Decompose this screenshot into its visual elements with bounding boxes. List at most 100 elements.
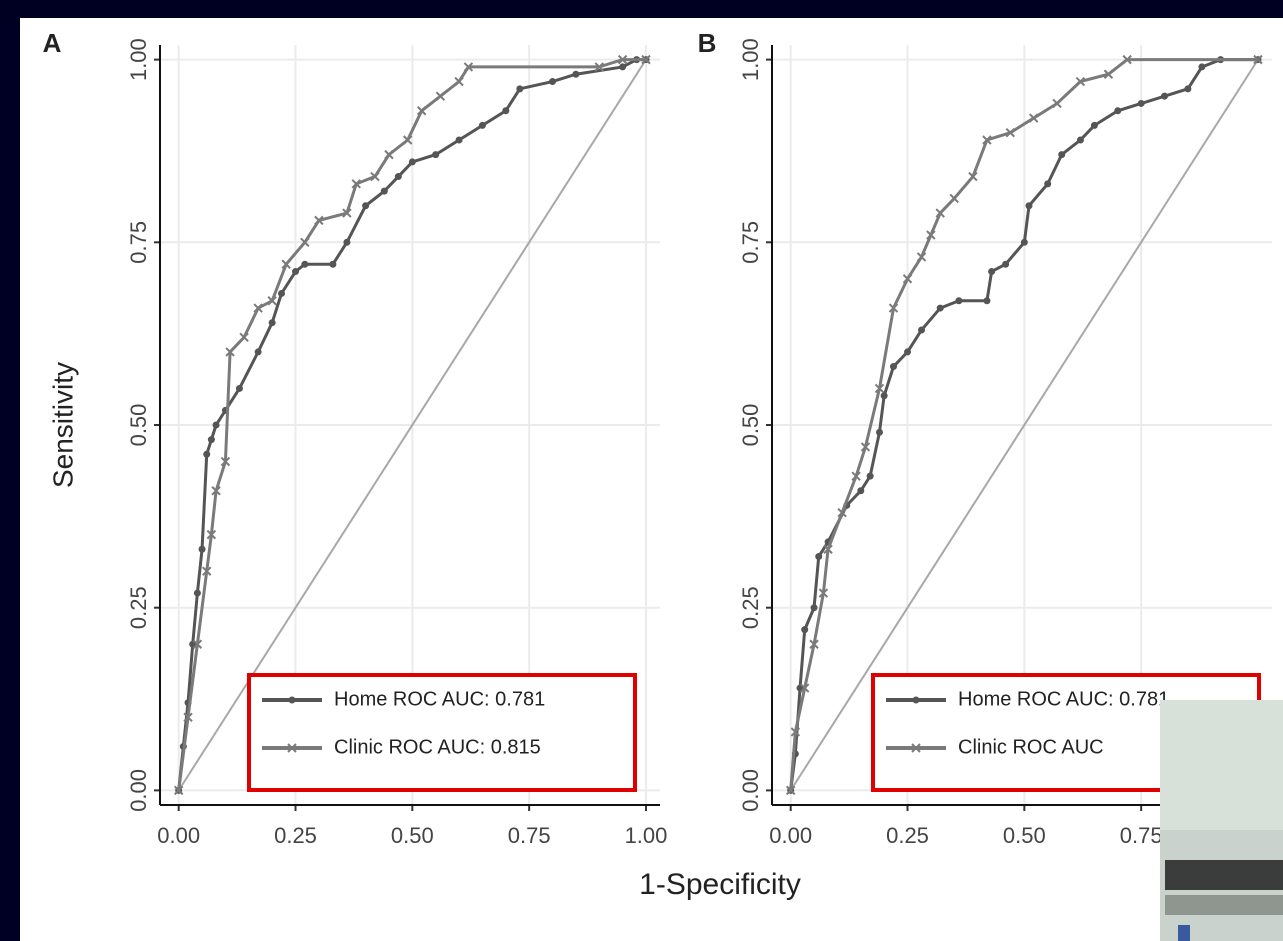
point [1058, 151, 1066, 159]
point [1076, 136, 1084, 144]
y-tick-label: 0.25 [126, 586, 151, 629]
point [173, 785, 184, 796]
point [1090, 121, 1098, 129]
point [874, 383, 885, 394]
point [235, 384, 243, 392]
point [267, 296, 277, 306]
point [936, 304, 944, 312]
point [918, 326, 926, 334]
x-tick-label: 0.75 [1120, 823, 1163, 848]
point [641, 54, 651, 65]
point [416, 106, 427, 116]
legend-marker [288, 696, 296, 704]
point [935, 208, 945, 218]
legend-marker [911, 743, 921, 753]
webcam-overlay [1160, 700, 1283, 941]
webcam-shelf [1165, 895, 1283, 915]
point [549, 78, 557, 86]
point [432, 151, 440, 159]
legend-marker [912, 696, 920, 704]
point [1184, 85, 1192, 93]
point [982, 135, 992, 145]
figure-background [20, 18, 1283, 941]
point [380, 187, 388, 195]
point [292, 268, 300, 276]
point [342, 208, 352, 218]
point [1025, 202, 1033, 210]
point [277, 289, 285, 297]
point [253, 303, 263, 313]
point [968, 171, 978, 182]
point [785, 785, 796, 796]
plot: 0.00 0.25 0.50 0.75 1.00 0.00 0.25 0.50 0.75 1.00… [43, 28, 668, 848]
point [207, 436, 215, 444]
point [800, 683, 810, 693]
point [1020, 238, 1028, 246]
panel-label: B [698, 28, 717, 58]
point [818, 588, 829, 598]
point [1161, 92, 1169, 100]
point [203, 450, 211, 458]
point [183, 712, 193, 723]
y-tick-label: 0.75 [126, 221, 151, 264]
legend-label: Clinic ROC AUC: 0.815 [334, 736, 541, 758]
point [351, 179, 361, 189]
point [572, 70, 580, 78]
point [875, 428, 883, 436]
y-tick-label: 0.00 [738, 769, 763, 812]
point [454, 76, 464, 87]
point [281, 259, 291, 269]
point [502, 107, 510, 115]
point [343, 238, 351, 246]
point [594, 62, 604, 72]
x-tick-label: 1.00 [625, 823, 668, 848]
point [478, 121, 486, 129]
y-tick-label: 0.50 [738, 404, 763, 447]
point [1005, 127, 1016, 138]
point [1002, 260, 1010, 268]
point [889, 363, 897, 371]
point [949, 193, 959, 204]
point [254, 348, 262, 356]
legend-label: Home ROC AUC: 0.781 [958, 688, 1169, 710]
point [801, 626, 809, 634]
webcam-object [1178, 925, 1190, 941]
legend-marker [287, 743, 297, 753]
webcam-wall [1160, 700, 1283, 830]
point [790, 727, 801, 737]
point [202, 566, 212, 576]
point [810, 604, 818, 612]
point [851, 471, 861, 481]
point [1044, 180, 1052, 188]
point [192, 639, 203, 649]
legend-box [247, 673, 637, 792]
point [857, 487, 865, 495]
point [314, 215, 324, 226]
point [239, 332, 249, 343]
x-tick-label: 0.50 [1003, 823, 1046, 848]
y-axis-title: Sensitivity [47, 362, 78, 488]
point [198, 545, 206, 553]
point [516, 85, 524, 93]
point [220, 456, 231, 467]
point [1052, 98, 1062, 109]
point [866, 472, 874, 480]
y-tick-label: 0.75 [738, 221, 763, 264]
point [408, 158, 416, 166]
point [1137, 99, 1145, 107]
point [362, 202, 370, 210]
point [1253, 54, 1263, 65]
point [983, 297, 991, 305]
point [402, 135, 413, 145]
point [329, 260, 337, 268]
point [300, 237, 310, 248]
point [211, 486, 221, 496]
point [1103, 69, 1114, 79]
point [193, 589, 201, 597]
y-tick-label: 1.00 [126, 38, 151, 81]
line [177, 59, 647, 791]
y-tick-label: 1.00 [738, 38, 763, 81]
y-tick-label: 0.50 [126, 404, 151, 447]
y-tick-label: 0.00 [126, 769, 151, 812]
